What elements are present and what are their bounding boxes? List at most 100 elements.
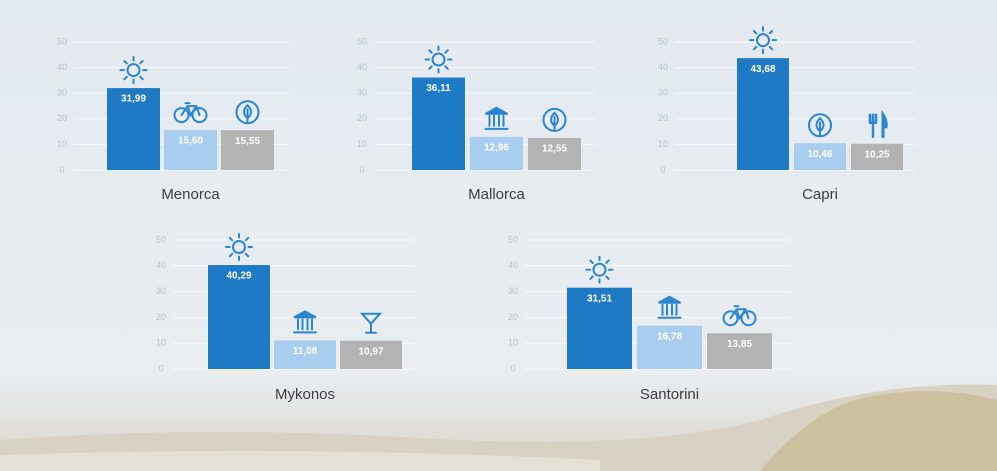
icon <box>173 102 208 124</box>
y-tick-label: 0 <box>510 363 515 373</box>
value-label: 40,29 <box>226 271 251 282</box>
bar <box>637 325 702 369</box>
sun-ray <box>428 49 433 54</box>
y-tick-label: 20 <box>357 113 367 123</box>
y-tick-label: 20 <box>658 113 668 123</box>
frame <box>729 305 750 321</box>
y-tick-label: 40 <box>658 62 668 72</box>
y-tick-label: 30 <box>508 286 518 296</box>
icon <box>359 312 383 334</box>
roof <box>658 295 681 304</box>
value-label: 10,97 <box>358 346 383 357</box>
value-label: 31,51 <box>587 293 612 304</box>
y-tick-label: 50 <box>156 234 166 244</box>
y-tick-label: 30 <box>357 88 367 98</box>
bar <box>221 130 274 170</box>
sun-core <box>592 262 607 277</box>
y-tick-label: 20 <box>508 312 518 322</box>
roof <box>293 310 317 319</box>
y-tick-label: 10 <box>357 139 367 149</box>
bar <box>164 130 217 170</box>
sun-ray <box>605 259 610 264</box>
y-tick-label: 50 <box>57 36 67 46</box>
sun-ray <box>123 59 128 65</box>
bar <box>707 333 772 369</box>
chart-title: Capri <box>802 186 838 203</box>
chart-panel: 0 10 20 30 40 50 40,29 11,08 10,97 Mykonos <box>156 233 415 403</box>
bar <box>274 340 336 369</box>
fork <box>868 113 878 139</box>
sun-core <box>232 240 246 255</box>
y-tick-label: 40 <box>57 62 67 72</box>
icon <box>657 295 682 319</box>
y-tick-label: 0 <box>660 164 665 174</box>
chart-panel: 0 10 20 30 40 50 43,68 10,46 10,25 Capri <box>658 26 915 203</box>
chart-title: Mallorca <box>468 186 525 203</box>
value-label: 12,55 <box>542 144 567 155</box>
wheel <box>740 310 757 327</box>
value-label: 12,96 <box>484 142 509 153</box>
chart-panel: 0 10 20 30 40 50 31,51 16,78 13,85 Santorini <box>508 234 790 403</box>
y-tick-label: 40 <box>156 260 166 270</box>
y-tick-label: 10 <box>57 139 67 149</box>
wheel <box>173 107 190 124</box>
y-tick-label: 10 <box>658 139 668 149</box>
knife <box>881 109 888 139</box>
icon <box>749 26 777 55</box>
y-tick-label: 0 <box>59 164 64 174</box>
sun-core <box>431 52 446 67</box>
icon <box>585 255 614 284</box>
y-tick-label: 10 <box>156 338 166 348</box>
sun-ray <box>123 75 128 81</box>
wheel <box>722 310 739 327</box>
bar <box>470 136 523 170</box>
sand <box>0 451 600 471</box>
icon <box>225 233 253 262</box>
y-tick-label: 50 <box>357 36 367 46</box>
bar <box>567 287 632 369</box>
sun-ray <box>605 275 610 280</box>
chart-title: Menorca <box>161 186 220 203</box>
leaf <box>243 104 252 124</box>
sun-ray <box>228 236 234 242</box>
icon <box>424 45 453 74</box>
y-tick-label: 0 <box>359 164 364 174</box>
value-label: 15,55 <box>235 136 260 147</box>
value-label: 15,60 <box>178 136 203 147</box>
roof <box>485 106 508 115</box>
value-label: 11,08 <box>293 346 318 357</box>
y-tick-label: 50 <box>508 234 518 244</box>
sun-ray <box>768 45 774 51</box>
sun-ray <box>228 252 234 258</box>
icon <box>293 310 317 334</box>
bar <box>107 88 160 170</box>
chart-panel: 0 10 20 30 40 50 36,11 12,96 12,55 Mallorca <box>357 36 595 203</box>
y-tick-label: 30 <box>658 88 668 98</box>
leaf <box>815 117 825 137</box>
sun-ray <box>752 45 758 51</box>
chart-title: Santorini <box>640 386 699 403</box>
y-tick-label: 50 <box>658 36 668 46</box>
sun-core <box>126 63 141 78</box>
y-tick-label: 20 <box>57 113 67 123</box>
icon <box>484 106 509 130</box>
chart-title: Mykonos <box>275 386 335 403</box>
icon <box>808 113 832 138</box>
sun-ray <box>752 29 758 35</box>
leaf-ring <box>542 107 567 132</box>
bar <box>412 77 465 170</box>
bar <box>528 137 581 170</box>
value-label: 16,78 <box>657 331 682 342</box>
charts: 0 10 20 30 40 50 31,99 15,60 15,55 Menorca 0 10 20 30… <box>57 26 915 403</box>
sun-ray <box>244 236 250 242</box>
grass <box>760 391 997 471</box>
y-tick-label: 30 <box>156 286 166 296</box>
dunes <box>0 384 997 471</box>
chart-panel: 0 10 20 30 40 50 31,99 15,60 15,55 Menorca <box>57 36 290 203</box>
sun-ray <box>444 49 449 54</box>
sun-ray <box>139 59 144 65</box>
y-tick-label: 30 <box>57 88 67 98</box>
sun-ray <box>589 259 594 264</box>
